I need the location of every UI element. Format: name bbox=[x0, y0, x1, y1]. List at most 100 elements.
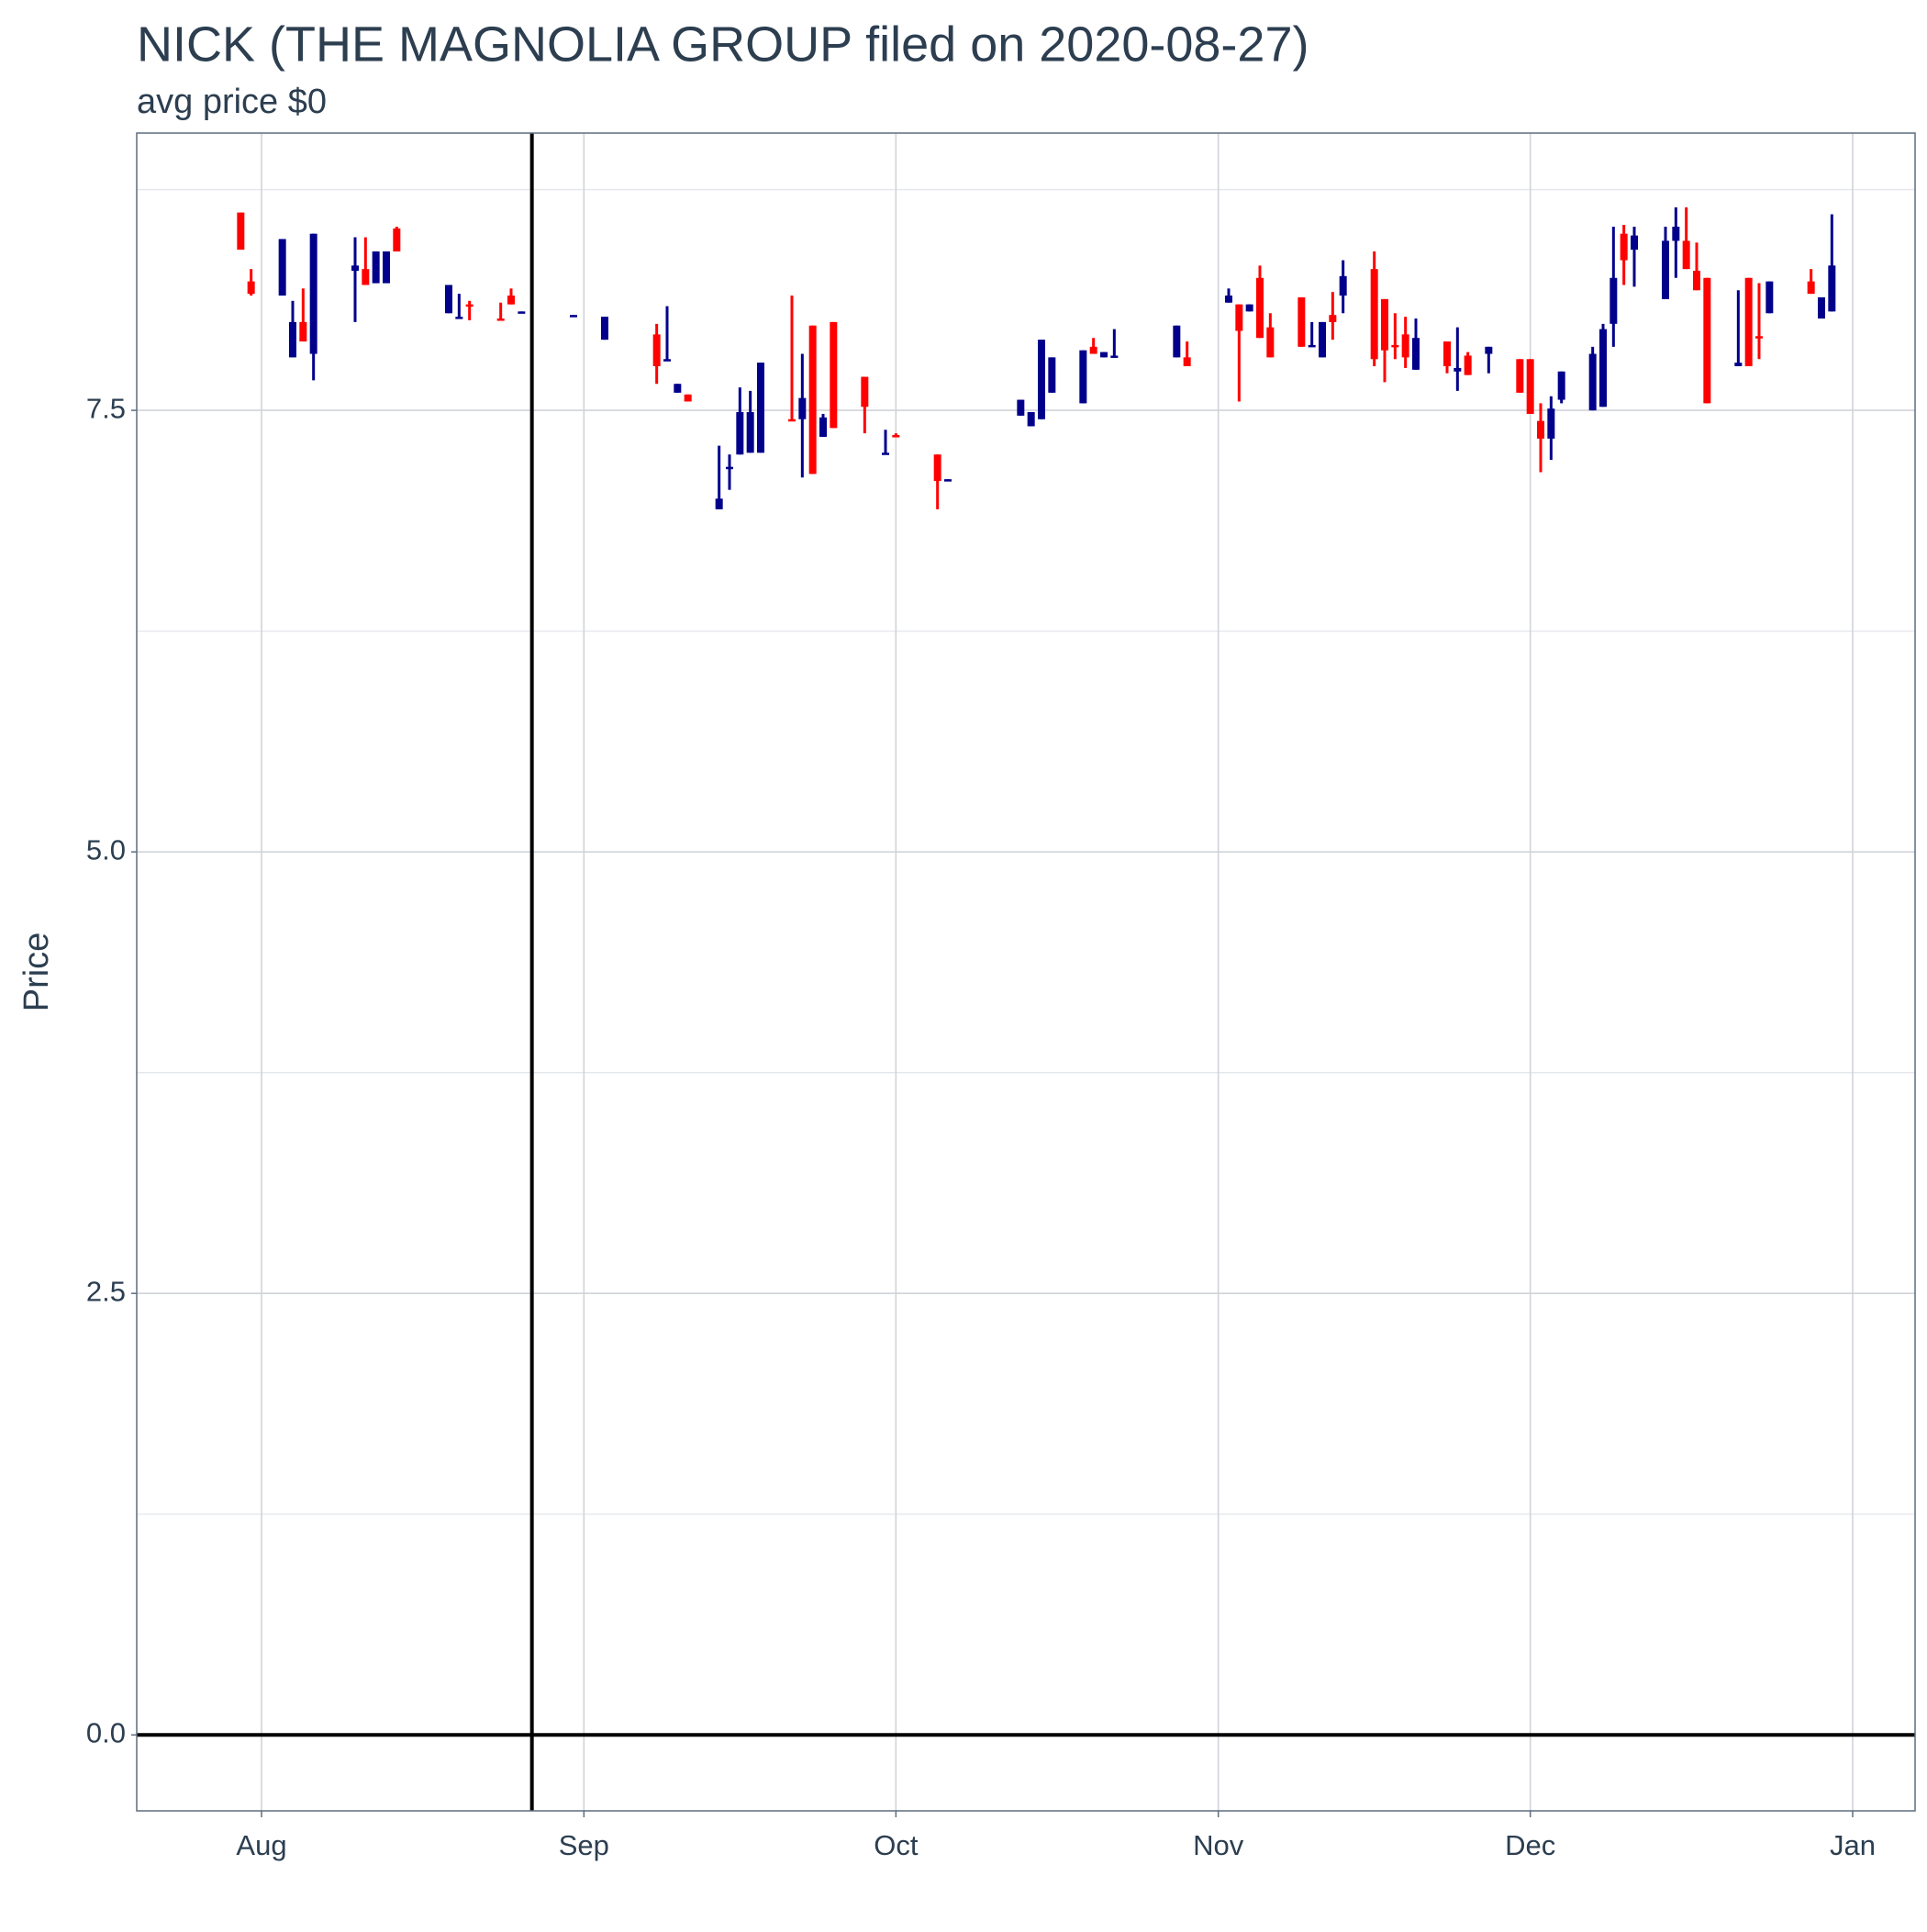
candle-body bbox=[1703, 277, 1711, 404]
candle-body bbox=[1401, 334, 1409, 358]
candle-body bbox=[1443, 341, 1451, 366]
candle-body bbox=[1464, 355, 1472, 375]
candle-body bbox=[1537, 420, 1544, 439]
y-axis-title: Price bbox=[17, 932, 56, 1012]
candle-body bbox=[1588, 353, 1597, 411]
candle-body bbox=[1818, 296, 1825, 319]
candle-body bbox=[830, 321, 838, 429]
candle-body bbox=[1765, 281, 1774, 314]
candle-body bbox=[1744, 277, 1753, 366]
candle-body bbox=[736, 412, 744, 455]
chart-subtitle: avg price $0 bbox=[137, 83, 327, 121]
candle-body bbox=[1682, 240, 1690, 270]
candle-body bbox=[393, 228, 401, 251]
x-tick-label: Aug bbox=[236, 1829, 286, 1861]
y-tick-label: 5.0 bbox=[86, 833, 126, 865]
candle-body bbox=[1308, 344, 1316, 348]
candle-body bbox=[684, 394, 692, 402]
candle-body bbox=[1662, 240, 1669, 299]
candle-body bbox=[1298, 296, 1306, 347]
candle-body bbox=[1599, 329, 1607, 408]
candle-body bbox=[247, 281, 255, 295]
candle-body bbox=[715, 498, 723, 509]
x-tick-label: Oct bbox=[874, 1829, 919, 1861]
candle-body bbox=[933, 454, 941, 482]
candle-body bbox=[746, 412, 754, 453]
candle-body bbox=[1027, 412, 1035, 427]
candle-body bbox=[892, 435, 900, 438]
candle-body bbox=[1734, 363, 1743, 366]
candle-body bbox=[808, 325, 817, 475]
candle-body bbox=[757, 363, 764, 453]
candle-body bbox=[372, 251, 380, 284]
candle-body bbox=[1370, 269, 1378, 360]
candle-body bbox=[1610, 277, 1618, 324]
candle-body bbox=[726, 466, 733, 470]
candle-body bbox=[362, 269, 370, 285]
x-tick-label: Sep bbox=[559, 1829, 609, 1861]
candle-body bbox=[496, 318, 505, 321]
candle-body bbox=[1557, 371, 1565, 400]
candle-body bbox=[1485, 346, 1493, 354]
plot-border bbox=[136, 132, 1916, 1812]
candle-body bbox=[465, 304, 473, 307]
candle-body bbox=[1620, 233, 1628, 261]
candle-body bbox=[601, 317, 608, 341]
candle-body bbox=[1516, 359, 1524, 393]
candle-body bbox=[351, 265, 359, 272]
candle-body bbox=[663, 359, 671, 362]
candle-body bbox=[1100, 352, 1108, 358]
candle-body bbox=[1089, 346, 1097, 354]
candle-body bbox=[237, 212, 245, 250]
candle-body bbox=[1079, 350, 1087, 404]
candle-body bbox=[1526, 359, 1534, 414]
candle-body bbox=[819, 417, 827, 437]
x-tick-label: Jan bbox=[1830, 1829, 1876, 1861]
candle-body bbox=[507, 296, 515, 305]
candle-body bbox=[1807, 281, 1815, 295]
candle-body bbox=[1048, 357, 1056, 393]
candle-body bbox=[652, 334, 661, 366]
candle-body bbox=[309, 233, 317, 354]
y-tick-label: 0.0 bbox=[86, 1716, 126, 1748]
candle-body bbox=[788, 419, 796, 422]
candle-body bbox=[455, 317, 463, 319]
candle-body bbox=[518, 311, 526, 314]
candle-body bbox=[882, 452, 889, 455]
candle-body bbox=[1266, 327, 1275, 358]
candle-body bbox=[798, 397, 807, 419]
candle-body bbox=[674, 384, 682, 393]
candle-body bbox=[861, 376, 869, 408]
candle-body bbox=[1631, 235, 1638, 250]
candle-body bbox=[1339, 275, 1347, 296]
candle-body bbox=[1038, 340, 1045, 419]
candle-body bbox=[1256, 277, 1264, 339]
candle-body bbox=[570, 315, 577, 318]
candle-body bbox=[1828, 265, 1836, 312]
candle-body bbox=[1381, 298, 1388, 351]
y-tick-label: 2.5 bbox=[86, 1275, 126, 1307]
candle-body bbox=[1235, 304, 1243, 331]
candle-body bbox=[1547, 408, 1555, 439]
candle-body bbox=[445, 285, 452, 314]
candle-body bbox=[1225, 296, 1232, 303]
candle-body bbox=[383, 251, 390, 284]
candle-body bbox=[1454, 367, 1462, 372]
candle-body bbox=[1755, 336, 1763, 339]
candle-body bbox=[1245, 304, 1253, 312]
candle-body bbox=[1693, 271, 1700, 291]
candle-body bbox=[1329, 315, 1337, 322]
candle-body bbox=[1110, 355, 1119, 358]
candle-body bbox=[944, 479, 952, 482]
candle-body bbox=[1017, 399, 1025, 416]
candle-body bbox=[299, 321, 307, 342]
x-tick-label: Nov bbox=[1193, 1829, 1244, 1861]
candle-body bbox=[1391, 344, 1399, 348]
candle-body bbox=[289, 321, 296, 358]
y-tick-label: 7.5 bbox=[86, 392, 126, 424]
x-tick-label: Dec bbox=[1505, 1829, 1555, 1861]
candle-body bbox=[1183, 357, 1191, 366]
candle-body bbox=[1319, 321, 1326, 358]
